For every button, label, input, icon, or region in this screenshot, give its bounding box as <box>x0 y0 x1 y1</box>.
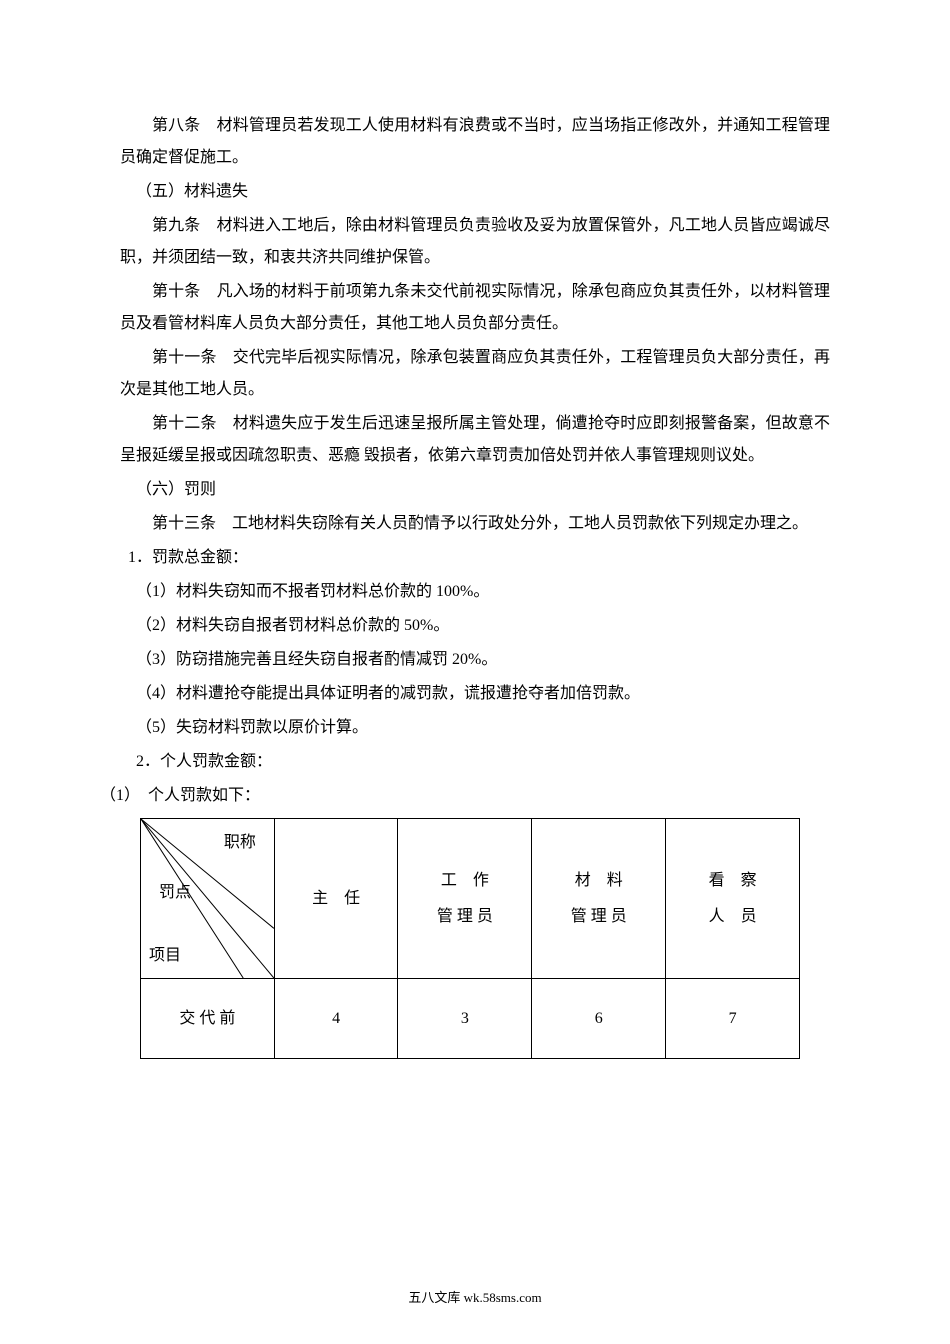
penalty-table: 职称 罚点 项目 主 任 工 作 管 理 员 材 料 管 理 员 看 察 人 员… <box>140 818 800 1059</box>
col-header-4: 看 察 人 员 <box>666 819 800 979</box>
item-2: （2）材料失窃自报者罚材料总价款的 50%。 <box>120 610 830 642</box>
item-1: （1）材料失窃知而不报者罚材料总价款的 100%。 <box>120 576 830 608</box>
row-label: 交 代 前 <box>141 979 275 1059</box>
diagonal-header-cell: 职称 罚点 项目 <box>141 819 275 979</box>
section-6-heading: （六）罚则 <box>120 474 830 506</box>
article-9: 第九条 材料进入工地后，除由材料管理员负责验收及妥为放置保管外，凡工地人员皆应竭… <box>120 210 830 274</box>
section-5-heading: （五）材料遗失 <box>120 176 830 208</box>
diag-label-mid: 罚点 <box>159 877 191 909</box>
cell: 6 <box>532 979 666 1059</box>
article-13: 第十三条 工地材料失窃除有关人员酌情予以行政处分外，工地人员罚款依下列规定办理之… <box>120 508 830 540</box>
article-11: 第十一条 交代完毕后视实际情况，除承包装置商应负其责任外，工程管理员负大部分责任… <box>120 342 830 406</box>
diag-label-top: 职称 <box>224 827 256 859</box>
cell: 7 <box>666 979 800 1059</box>
col-header-1: 主 任 <box>274 819 398 979</box>
col-header-2: 工 作 管 理 员 <box>398 819 532 979</box>
cell: 3 <box>398 979 532 1059</box>
table-row: 交 代 前 4 3 6 7 <box>141 979 800 1059</box>
col-header-3: 材 料 管 理 员 <box>532 819 666 979</box>
item-5: （5）失窃材料罚款以原价计算。 <box>120 712 830 744</box>
num-1: 1．罚款总金额： <box>120 542 830 574</box>
cell: 4 <box>274 979 398 1059</box>
article-8: 第八条 材料管理员若发现工人使用材料有浪费或不当时，应当场指正修改外，并通知工程… <box>120 110 830 174</box>
article-12: 第十二条 材料遗失应于发生后迅速呈报所属主管处理，倘遭抢夺时应即刻报警备案，但故… <box>120 408 830 472</box>
footer-text: 五八文库 wk.58sms.com <box>0 1287 950 1306</box>
item-4: （4）材料遭抢夺能提出具体证明者的减罚款，谎报遭抢夺者加倍罚款。 <box>120 678 830 710</box>
item-3: （3）防窃措施完善且经失窃自报者酌情减罚 20%。 <box>120 644 830 676</box>
article-10: 第十条 凡入场的材料于前项第九条未交代前视实际情况，除承包商应负其责任外，以材料… <box>120 276 830 340</box>
diag-label-bot: 项目 <box>149 940 181 972</box>
sub-1: （1） 个人罚款如下： <box>100 780 830 812</box>
table-header-row: 职称 罚点 项目 主 任 工 作 管 理 员 材 料 管 理 员 看 察 人 员 <box>141 819 800 979</box>
num-2: 2．个人罚款金额： <box>120 746 830 778</box>
